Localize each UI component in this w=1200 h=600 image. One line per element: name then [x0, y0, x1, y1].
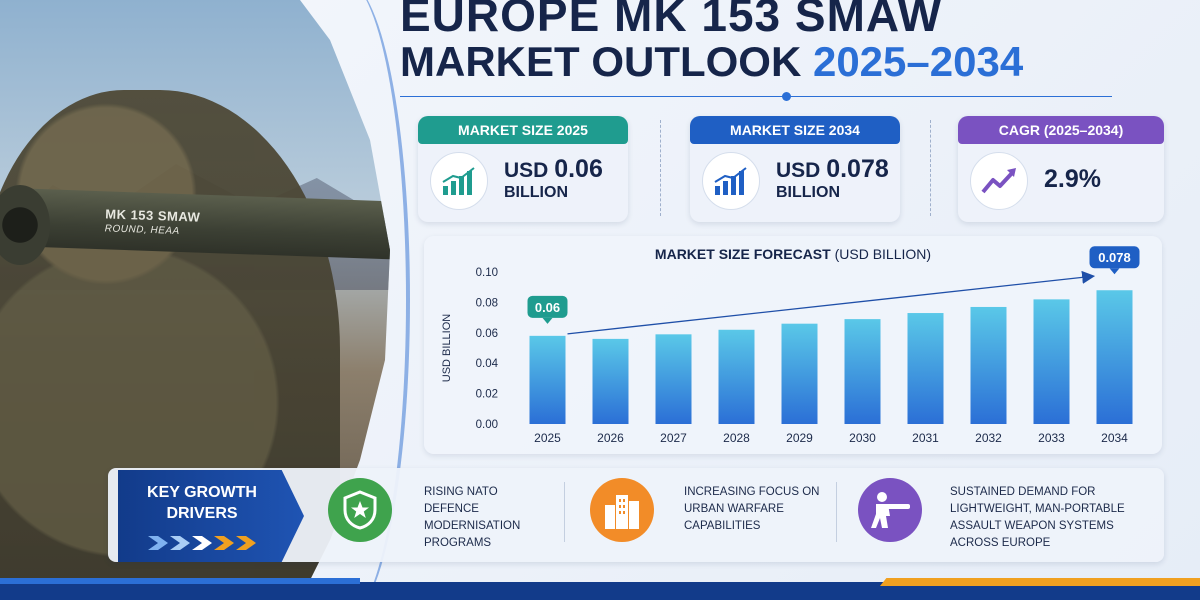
chart-title-main: MARKET SIZE FORECAST: [654, 246, 831, 262]
kpi-market-size-2025: MARKET SIZE 2025 USD 0.06 BILLION: [418, 116, 628, 222]
kpi-unit: BILLION: [504, 184, 568, 201]
growth-chart-icon: [430, 152, 488, 210]
chart-title: MARKET SIZE FORECAST (USD BILLION): [424, 246, 1162, 262]
y-tick-label: 0.06: [476, 328, 498, 340]
bar-2030: [844, 319, 881, 424]
x-tick-label: 2034: [1101, 431, 1128, 445]
footer-bar: [0, 582, 1200, 600]
title-divider-dot: [782, 92, 791, 101]
chevron-right-icon: [214, 536, 234, 550]
page-title-line1: EUROPE MK 153 SMAW: [400, 0, 942, 41]
x-tick-label: 2031: [912, 431, 939, 445]
kpi-label: CAGR (2025–2034): [958, 116, 1164, 144]
x-tick-label: 2030: [849, 431, 876, 445]
driver-separator: [564, 482, 565, 542]
bar-2029: [781, 323, 818, 424]
bar-2025: [529, 335, 566, 424]
kpi-value-line: USD 0.078: [776, 155, 889, 183]
kpi-market-size-2034: MARKET SIZE 2034 USD 0.078 BILLION: [690, 116, 900, 222]
decorative-arc: [280, 0, 410, 600]
kpi-value-line: USD 0.06: [504, 155, 603, 183]
city-buildings-icon: [590, 478, 654, 542]
bar-2028: [718, 329, 755, 424]
key-drivers-banner: [118, 470, 304, 562]
kpi-cagr: CAGR (2025–2034) 2.9%: [958, 116, 1164, 222]
growth-chart-icon: [702, 152, 760, 210]
kpi-separator: [660, 120, 661, 216]
x-tick-label: 2027: [660, 431, 687, 445]
data-label: 0.06: [535, 300, 560, 315]
soldier-weapon-icon: [858, 478, 922, 542]
x-tick-label: 2029: [786, 431, 813, 445]
kpi-value: 2.9%: [1044, 165, 1101, 193]
data-label: 0.078: [1098, 250, 1131, 265]
kpi-value: 0.078: [826, 155, 889, 183]
chevron-right-icon: [170, 536, 190, 550]
bar-2027: [655, 334, 692, 424]
kpi-label: MARKET SIZE 2034: [690, 116, 900, 144]
x-tick-label: 2026: [597, 431, 624, 445]
driver-text: SUSTAINED DEMAND FOR LIGHTWEIGHT, MAN-PO…: [950, 486, 1125, 549]
kpi-unit: BILLION: [776, 184, 840, 201]
launcher-muzzle: [0, 185, 50, 265]
y-tick-label: 0.04: [476, 358, 499, 370]
bar-2032: [970, 306, 1007, 424]
kpi-separator: [930, 120, 931, 216]
chart-title-unit: (USD BILLION): [834, 246, 932, 262]
chevron-right-icon: [192, 536, 212, 550]
x-tick-label: 2033: [1038, 431, 1065, 445]
x-tick-label: 2032: [975, 431, 1002, 445]
trend-arrow-icon: [970, 152, 1028, 210]
kpi-value: 0.06: [554, 155, 603, 183]
kpi-label: MARKET SIZE 2025: [418, 116, 628, 144]
footer-accent-left: [0, 578, 360, 584]
chevron-right-icon: [148, 536, 168, 550]
driver-separator: [836, 482, 837, 542]
data-callout-pointer: [542, 317, 553, 324]
x-tick-label: 2025: [534, 431, 561, 445]
bar-2026: [592, 338, 629, 424]
driver-text: RISING NATO DEFENCE MODERNISATION PROGRA…: [424, 486, 521, 549]
driver-text: INCREASING FOCUS ON URBAN WARFARE CAPABI…: [684, 486, 820, 532]
shield-star-icon: [328, 478, 392, 542]
y-tick-label: 0.00: [476, 419, 498, 431]
y-tick-label: 0.10: [476, 267, 498, 279]
data-callout: [1089, 246, 1140, 269]
kpi-prefix: USD: [776, 159, 821, 182]
forecast-chart-panel: MARKET SIZE FORECAST (USD BILLION) USD B…: [424, 236, 1162, 454]
title-years: 2025–2034: [812, 38, 1024, 85]
kpi-value-line: 2.9%: [1044, 165, 1101, 193]
kpi-prefix: USD: [504, 159, 549, 182]
title-divider: [400, 96, 1112, 97]
y-tick-label: 0.08: [476, 297, 498, 309]
data-callout: [527, 295, 568, 318]
title-text: MARKET OUTLOOK: [400, 38, 802, 85]
bar-2034: [1096, 290, 1133, 424]
data-callout-pointer: [1109, 268, 1120, 275]
launcher-marking: MK 153 SMAW ROUND, HEAA: [105, 206, 201, 239]
y-tick-label: 0.02: [476, 389, 498, 401]
bar-chart: USD BILLION 0.00 0.02 0.04 0.06 0.08 0.10 2025 2…: [441, 246, 1140, 445]
x-tick-label: 2028: [723, 431, 750, 445]
bar-2033: [1033, 299, 1070, 424]
bar-2031: [907, 313, 944, 424]
chevron-right-icon: [236, 536, 256, 550]
y-axis-label: USD BILLION: [441, 314, 453, 383]
footer-accent-right: [880, 578, 1200, 586]
key-drivers-heading: KEY GROWTH DRIVERS: [147, 484, 257, 522]
page-title-line2: MARKET OUTLOOK 2025–2034: [400, 38, 1023, 86]
trend-arrow: [567, 270, 1096, 335]
